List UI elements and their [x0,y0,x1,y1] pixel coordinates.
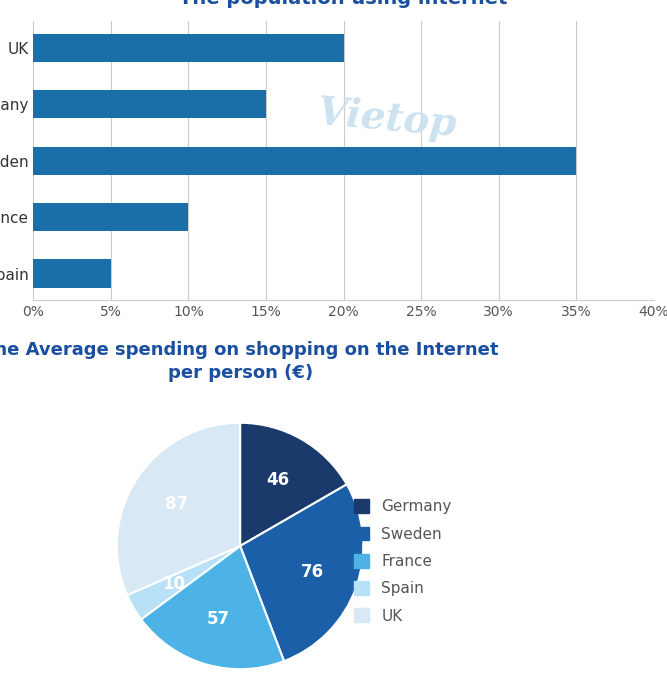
Text: Vietop: Vietop [315,94,458,144]
Text: 87: 87 [165,495,188,513]
Title: The Average spending on shopping on the Internet
per person (€): The Average spending on shopping on the … [0,340,498,382]
Title: The population using internet: The population using internet [179,0,508,8]
Wedge shape [240,423,347,546]
Wedge shape [127,546,240,620]
Wedge shape [141,546,284,669]
Bar [33,90,266,118]
Wedge shape [117,423,240,595]
Bar [33,260,111,288]
Text: 46: 46 [267,471,290,489]
Bar [33,146,576,175]
Wedge shape [240,484,364,661]
Text: 10: 10 [163,575,185,593]
Legend: Germany, Sweden, France, Spain, UK: Germany, Sweden, France, Spain, UK [346,491,460,631]
Text: 76: 76 [301,563,323,580]
Bar [33,203,188,231]
Text: 57: 57 [207,610,230,629]
Bar [33,34,344,62]
